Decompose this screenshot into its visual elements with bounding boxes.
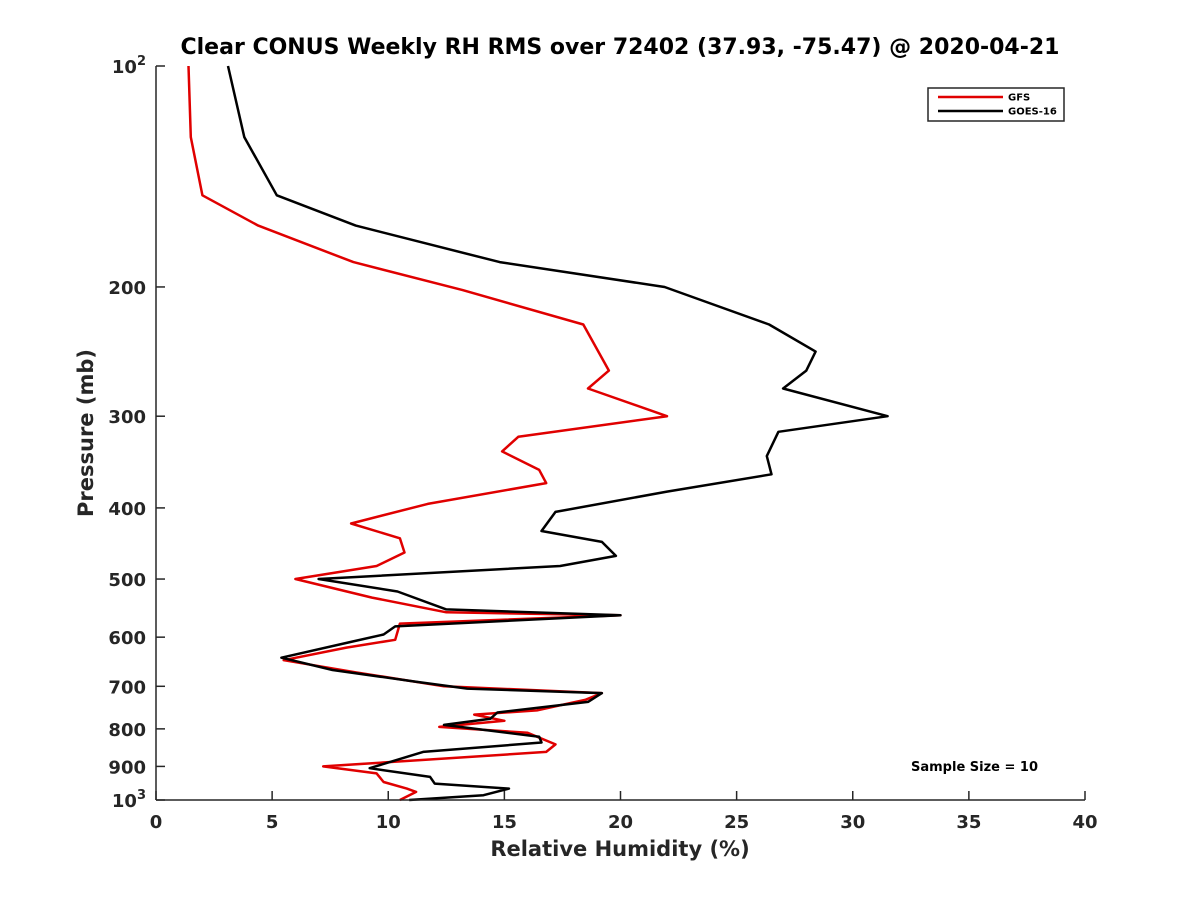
y-tick-label: 400 <box>108 499 146 520</box>
y-tick-label: 700 <box>108 677 146 698</box>
y-tick-label: 300 <box>108 407 146 428</box>
sample-size-annotation: Sample Size = 10 <box>911 760 1038 775</box>
x-tick-label: 30 <box>840 812 865 833</box>
x-axis-label: Relative Humidity (%) <box>490 837 749 861</box>
y-tick-label: 800 <box>108 720 146 741</box>
y-tick-label: 103 <box>112 788 146 812</box>
x-tick-label: 40 <box>1072 812 1097 833</box>
legend: GFS GOES-16 <box>927 87 1065 122</box>
x-tick-label: 35 <box>956 812 981 833</box>
x-tick-label: 25 <box>724 812 749 833</box>
y-tick-label: 200 <box>108 278 146 299</box>
axes-layer: 0 5 10 15 20 25 30 35 40 102 200 300 400 500 600 700 800… <box>108 54 1097 833</box>
x-tick-label: 5 <box>266 812 279 833</box>
legend-label-gfs: GFS <box>1008 93 1030 104</box>
series-line-gfs <box>187 65 669 802</box>
y-tick-label: 500 <box>108 570 146 591</box>
legend-label-goes16: GOES-16 <box>1008 107 1057 118</box>
y-axis-label: Pressure (mb) <box>74 349 98 517</box>
chart-title: Clear CONUS Weekly RH RMS over 72402 (37… <box>181 35 1060 60</box>
plot-area <box>156 66 1085 800</box>
y-tick-label: 600 <box>108 628 146 649</box>
y-tick-label: 900 <box>108 757 146 778</box>
series-line-goes16 <box>226 65 889 802</box>
x-tick-label: 0 <box>150 812 163 833</box>
plot-background <box>156 66 1085 800</box>
series-layer <box>187 65 889 802</box>
x-tick-label: 10 <box>376 812 401 833</box>
y-tick-label: 102 <box>112 54 146 78</box>
legend-box <box>927 87 1065 122</box>
x-tick-label: 20 <box>608 812 633 833</box>
x-tick-label: 15 <box>492 812 517 833</box>
